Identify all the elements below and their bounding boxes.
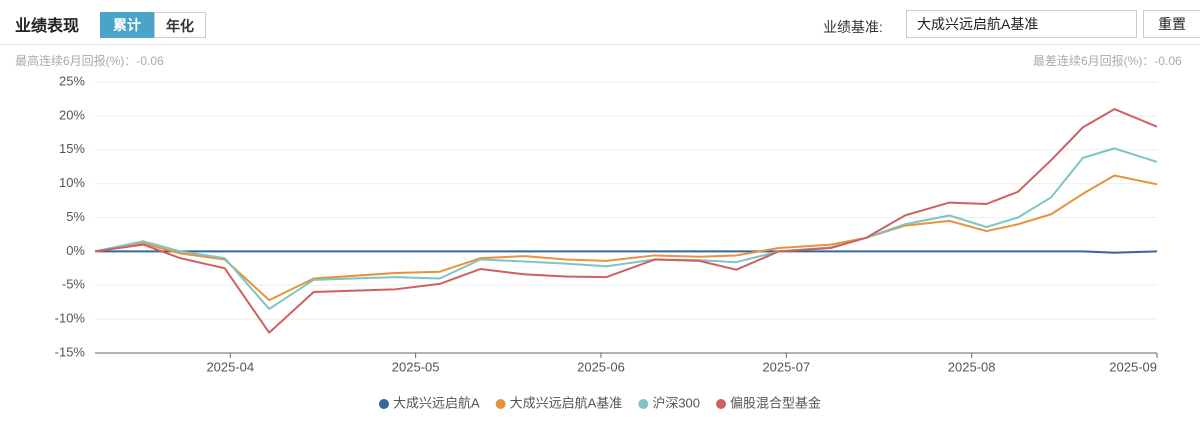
y-tick-label: 0%: [66, 243, 85, 258]
legend-label: 沪深300: [652, 395, 700, 410]
legend-marker: [638, 399, 649, 409]
benchmark-label: 业绩基准:: [823, 19, 883, 35]
legend-marker: [716, 399, 727, 409]
y-tick-label: 15%: [59, 141, 85, 156]
y-tick-label: -10%: [55, 311, 86, 326]
y-tick-label: -15%: [55, 344, 86, 359]
tab[interactable]: 累计: [100, 12, 154, 38]
chart: -15% -10% -5% 0% 5% 10% 15% 20% 25% 2025-04 2025-0…: [55, 73, 1158, 410]
y-tick-label: 25%: [59, 73, 85, 88]
y-tick-label: 10%: [59, 175, 85, 190]
x-tick-label: 2025-06: [577, 359, 625, 374]
x-tick-label: 2025-04: [206, 359, 254, 374]
legend-label: 偏股混合型基金: [730, 395, 821, 410]
stat-label: 最高连续6月回报(%)：: [15, 54, 137, 68]
y-tick-label: 20%: [59, 107, 85, 122]
legend-marker: [378, 399, 389, 409]
legend-label: 大成兴远启航A: [393, 395, 480, 410]
legend-marker: [495, 399, 506, 409]
series-line: [95, 250, 1158, 254]
y-tick-label: 5%: [66, 209, 85, 224]
worst-return: 最差连续6月回报(%)：-0.06: [1033, 52, 1182, 69]
stat-label: 最差连续6月回报(%)：: [1033, 54, 1155, 68]
x-tick-label: 2025-07: [762, 359, 810, 374]
y-tick-label: -5%: [62, 277, 86, 292]
legend-label: 大成兴远启航A基准: [510, 395, 623, 410]
x-tick-label: 2025-09: [1109, 359, 1157, 374]
stat-value: -0.06: [1154, 54, 1182, 68]
stat-value: -0.06: [136, 54, 164, 68]
section-title: 业绩表现: [15, 18, 80, 35]
separator: [0, 44, 1200, 45]
tab[interactable]: 年化: [154, 12, 206, 38]
x-tick-label: 2025-05: [392, 359, 440, 374]
best-return: 最高连续6月回报(%)：-0.06: [15, 52, 164, 69]
x-tick-label: 2025-08: [948, 359, 996, 374]
series-line: [94, 174, 1158, 302]
reset-button[interactable]: 重置: [1143, 10, 1200, 38]
benchmark-input[interactable]: 大成兴远启航A基准: [906, 10, 1137, 38]
series-line: [94, 108, 1158, 334]
